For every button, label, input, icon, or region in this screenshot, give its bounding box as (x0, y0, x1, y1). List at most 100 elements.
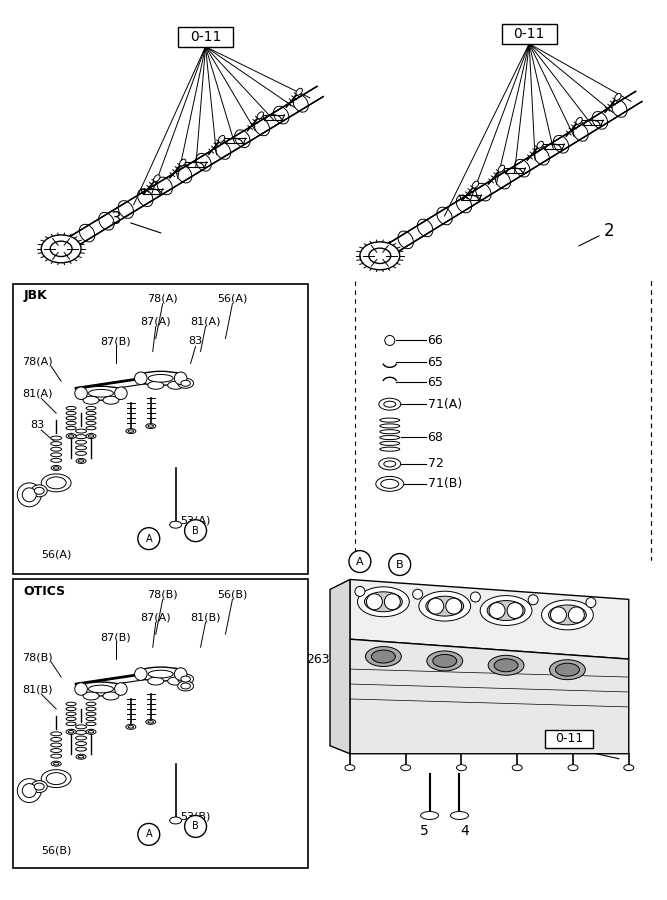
Circle shape (385, 336, 395, 346)
Ellipse shape (380, 429, 400, 434)
Text: 56(B): 56(B) (41, 845, 71, 855)
Circle shape (22, 784, 36, 797)
Ellipse shape (456, 195, 472, 213)
Ellipse shape (372, 650, 396, 663)
Text: 4: 4 (460, 824, 469, 839)
Text: B: B (192, 822, 199, 832)
Ellipse shape (86, 407, 96, 410)
Ellipse shape (148, 670, 173, 678)
Ellipse shape (76, 386, 126, 400)
Ellipse shape (398, 231, 414, 248)
Text: 78(A): 78(A) (22, 356, 53, 366)
Ellipse shape (358, 587, 410, 617)
Ellipse shape (480, 596, 532, 626)
Ellipse shape (51, 754, 61, 758)
Text: 83: 83 (30, 420, 44, 430)
Ellipse shape (360, 242, 400, 270)
Ellipse shape (379, 458, 401, 470)
Ellipse shape (612, 100, 627, 117)
Ellipse shape (34, 487, 44, 494)
Ellipse shape (66, 707, 76, 711)
Ellipse shape (66, 729, 76, 734)
Ellipse shape (433, 654, 457, 668)
Ellipse shape (379, 398, 401, 410)
Text: 87(A): 87(A) (141, 612, 171, 622)
Ellipse shape (75, 435, 87, 438)
Ellipse shape (450, 812, 468, 820)
Ellipse shape (66, 427, 76, 430)
Ellipse shape (41, 235, 81, 263)
Circle shape (489, 603, 505, 618)
Circle shape (470, 592, 480, 602)
Ellipse shape (176, 166, 192, 183)
Ellipse shape (66, 702, 76, 706)
Bar (178, 27, 233, 47)
Ellipse shape (426, 596, 464, 617)
Text: 53(A): 53(A) (180, 516, 211, 526)
Ellipse shape (494, 659, 518, 671)
Ellipse shape (53, 762, 59, 765)
Ellipse shape (177, 681, 193, 691)
Ellipse shape (76, 682, 126, 696)
Ellipse shape (50, 241, 72, 256)
Bar (502, 23, 556, 44)
Ellipse shape (66, 717, 76, 721)
Ellipse shape (76, 754, 86, 760)
Text: 56(B): 56(B) (217, 590, 247, 599)
Ellipse shape (66, 417, 76, 420)
Polygon shape (350, 580, 629, 659)
Circle shape (528, 595, 538, 605)
Text: 81(B): 81(B) (22, 684, 53, 694)
Text: 78(B): 78(B) (147, 590, 178, 599)
Ellipse shape (41, 770, 71, 788)
Ellipse shape (86, 707, 96, 711)
Ellipse shape (273, 106, 289, 124)
Ellipse shape (75, 742, 87, 745)
Circle shape (384, 594, 400, 609)
Text: B: B (396, 560, 404, 570)
Ellipse shape (75, 731, 87, 734)
Ellipse shape (537, 141, 544, 149)
Ellipse shape (487, 600, 525, 620)
Ellipse shape (380, 436, 400, 439)
Text: 78(A): 78(A) (147, 293, 178, 303)
Circle shape (446, 598, 462, 614)
Ellipse shape (51, 761, 61, 766)
Circle shape (115, 387, 127, 400)
Circle shape (174, 372, 187, 384)
Ellipse shape (86, 411, 96, 415)
Ellipse shape (381, 480, 399, 489)
Ellipse shape (550, 660, 586, 680)
Ellipse shape (51, 436, 61, 440)
Ellipse shape (103, 692, 119, 700)
Ellipse shape (437, 207, 452, 225)
Ellipse shape (179, 159, 186, 166)
Ellipse shape (512, 765, 522, 770)
Ellipse shape (66, 434, 76, 438)
Ellipse shape (366, 646, 402, 667)
Ellipse shape (51, 465, 61, 471)
Ellipse shape (118, 201, 133, 219)
Ellipse shape (380, 441, 400, 446)
Ellipse shape (218, 136, 225, 142)
Text: OTICS: OTICS (23, 585, 65, 598)
Ellipse shape (384, 461, 396, 467)
Ellipse shape (51, 442, 61, 446)
Text: 2: 2 (604, 222, 614, 240)
Circle shape (366, 594, 382, 609)
Ellipse shape (136, 372, 185, 385)
Ellipse shape (66, 722, 76, 725)
Ellipse shape (380, 424, 400, 428)
Polygon shape (330, 580, 350, 753)
Ellipse shape (177, 378, 193, 388)
Text: B: B (192, 526, 199, 536)
Ellipse shape (83, 692, 99, 700)
Ellipse shape (51, 749, 61, 752)
Ellipse shape (31, 485, 47, 497)
Text: 65: 65 (428, 356, 444, 369)
Circle shape (185, 815, 207, 837)
Ellipse shape (376, 476, 404, 491)
Ellipse shape (380, 447, 400, 451)
Ellipse shape (51, 453, 61, 456)
Ellipse shape (148, 721, 153, 723)
